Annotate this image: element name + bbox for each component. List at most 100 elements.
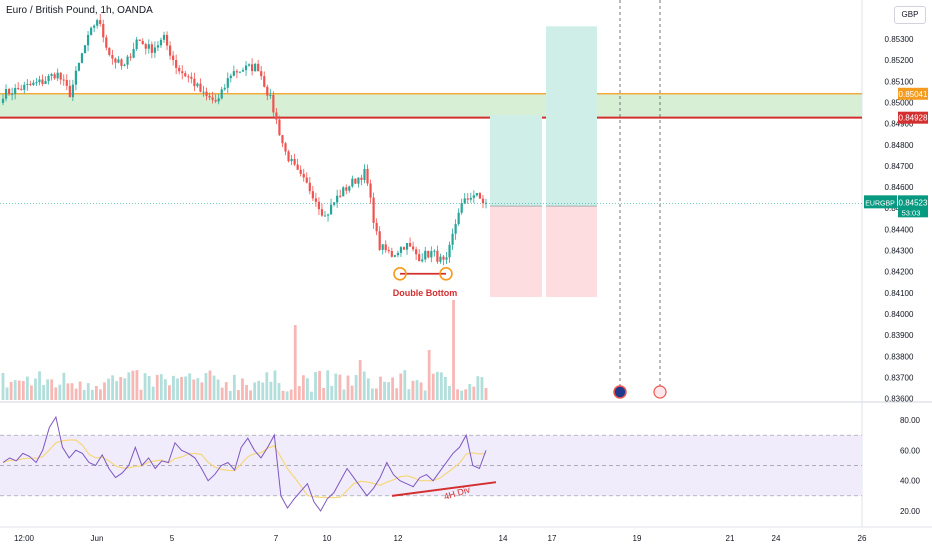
volume-bar — [375, 388, 378, 400]
candle-body — [360, 177, 363, 180]
candle-body — [114, 58, 117, 63]
volume-bar — [30, 385, 33, 400]
candle-body — [32, 82, 35, 85]
volume-bar — [269, 381, 273, 400]
candle-body — [147, 44, 150, 49]
candle-body — [159, 39, 163, 46]
volume-bar — [427, 350, 431, 400]
candle-body — [333, 202, 336, 205]
price-tick: 0.84000 — [885, 310, 914, 319]
candle-body — [50, 74, 53, 76]
candle-body — [451, 233, 454, 245]
candle-body — [120, 59, 123, 66]
volume-bar — [1, 372, 5, 400]
volume-bar — [172, 375, 175, 400]
candle-body — [80, 53, 84, 63]
candle-body — [238, 71, 242, 73]
volume-bar — [42, 385, 45, 400]
rsi-ma-line — [2, 439, 487, 499]
time-tick: 17 — [548, 534, 557, 543]
volume-bar — [366, 378, 370, 400]
volume-bar — [448, 385, 451, 400]
volume-bar — [456, 389, 459, 400]
candle-body — [460, 203, 463, 213]
volume-bar — [460, 390, 464, 400]
candle-body — [348, 186, 351, 191]
volume-bar — [216, 379, 220, 400]
candle-body — [241, 70, 245, 72]
volume-bar — [391, 377, 395, 400]
candle-body — [56, 72, 59, 79]
volume-bar — [285, 391, 289, 400]
volume-bar — [237, 390, 240, 400]
candle-body — [372, 197, 375, 223]
candle-body — [211, 97, 214, 100]
candle-body — [229, 75, 232, 79]
price-tick: 0.85000 — [885, 98, 914, 107]
volume-bar — [249, 390, 252, 400]
candle-body — [260, 71, 263, 77]
volume-bar — [107, 378, 110, 400]
candle-body — [250, 64, 254, 72]
candle-body — [396, 252, 400, 256]
candle-body — [26, 83, 29, 85]
rsi-tick: 60.00 — [900, 446, 921, 455]
volume-bar — [435, 371, 439, 400]
volume-bar — [407, 389, 411, 400]
level-label-0: 0.85041 — [899, 90, 928, 99]
candle-body — [181, 71, 184, 74]
candle-body — [308, 182, 311, 192]
time-tick: 12 — [394, 534, 403, 543]
volume-bar — [212, 375, 216, 400]
candle-body — [99, 20, 102, 24]
volume-bar — [330, 385, 334, 400]
candle-body — [363, 168, 366, 180]
candle-body — [424, 250, 427, 260]
volume-bar — [163, 379, 167, 400]
double-bottom-circle-2 — [439, 266, 453, 281]
volume-bar — [338, 374, 342, 400]
candle-body — [272, 95, 275, 113]
candle-body — [74, 70, 78, 85]
price-tick: 0.85200 — [885, 56, 914, 65]
candle-body — [117, 59, 120, 63]
candle-body — [381, 244, 384, 250]
volume-bar — [362, 371, 366, 400]
volume-bar — [90, 389, 94, 400]
candle-body — [65, 79, 68, 86]
volume-bar — [70, 383, 74, 400]
currency-badge[interactable]: GBP — [894, 6, 926, 24]
long-position-1-target — [490, 115, 542, 207]
volume-bar — [159, 374, 163, 400]
volume-bar — [123, 378, 127, 400]
candle-body — [232, 71, 235, 76]
candle-body — [150, 44, 153, 53]
candle-body — [141, 40, 144, 45]
candle-body — [153, 47, 156, 53]
volume-bar — [228, 390, 232, 400]
candle-body — [41, 79, 44, 84]
candle-body — [254, 63, 257, 72]
time-tick: 10 — [323, 534, 332, 543]
candle-body — [68, 85, 71, 98]
long-position-2-target — [546, 26, 597, 207]
volume-bar — [306, 378, 309, 400]
candle-body — [4, 89, 8, 99]
volume-bar — [326, 370, 330, 400]
last-price-label: 0.84523 — [899, 198, 928, 207]
volume-bar — [419, 382, 423, 400]
candle-body — [184, 73, 187, 77]
rsi-line — [2, 415, 487, 512]
candle-body — [226, 78, 229, 88]
candle-body — [208, 95, 211, 98]
candle-body — [314, 198, 317, 202]
volume-bar — [314, 371, 317, 400]
volume-bar — [484, 388, 488, 400]
candle-body — [83, 45, 87, 54]
volume-bar — [151, 386, 155, 400]
volume-bar — [395, 388, 399, 400]
candle-body — [320, 209, 324, 216]
volume-bar — [74, 388, 78, 400]
